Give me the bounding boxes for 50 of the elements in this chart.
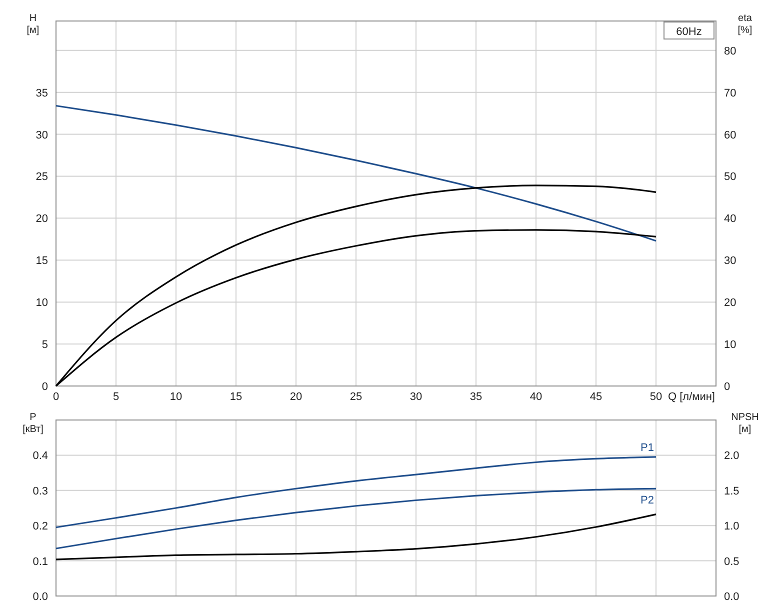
- y-tick-label: 30: [36, 129, 48, 142]
- x-tick-label: 0: [52, 391, 60, 403]
- series-label: P2: [640, 494, 654, 507]
- y2-tick-label: 80: [724, 45, 736, 58]
- y-tick-label: 0.1: [32, 556, 48, 568]
- y-tick-label: 0.4: [32, 450, 48, 462]
- y2-axis-title: NPSH [м]: [731, 412, 759, 435]
- x-tick-label: 30: [410, 391, 422, 403]
- y-axis-title: H [м]: [26, 13, 40, 36]
- y-axis-title: P [кВт]: [22, 412, 44, 435]
- line-series: [55, 488, 657, 550]
- y-tick-label: 0: [42, 381, 48, 393]
- line-series: [55, 104, 657, 242]
- y-tick-label: 0.2: [32, 520, 48, 533]
- y2-tick-label: 70: [724, 87, 736, 100]
- x-axis-title: Q [л/мин]: [668, 391, 715, 403]
- x-tick-label: 5: [112, 391, 120, 403]
- series-label: P1: [640, 442, 654, 454]
- y-tick-label: 0.0: [32, 591, 48, 603]
- y2-tick-label: 0.0: [724, 591, 740, 603]
- y2-tick-label: 30: [724, 255, 736, 268]
- y2-tick-label: 40: [724, 213, 736, 226]
- x-tick-label: 35: [470, 391, 482, 403]
- x-tick-label: 10: [170, 391, 182, 403]
- x-tick-label: 25: [350, 391, 362, 403]
- x-tick-label: 40: [530, 391, 542, 403]
- x-tick-label: 20: [290, 391, 302, 403]
- x-tick-label: 45: [590, 391, 602, 403]
- y-tick-label: 25: [36, 171, 48, 184]
- y2-axis-title: eta [%]: [738, 13, 752, 36]
- y2-tick-label: 0.5: [724, 556, 740, 568]
- y2-tick-label: 2.0: [724, 450, 740, 462]
- y2-tick-label: 10: [724, 339, 736, 352]
- y-tick-label: 0.3: [32, 485, 48, 498]
- y-tick-label: 20: [36, 213, 48, 226]
- y-tick-label: 15: [36, 255, 48, 268]
- y-tick-label: 10: [36, 297, 48, 310]
- y2-tick-label: 0: [724, 381, 730, 393]
- line-series: [55, 514, 657, 560]
- line-series: [55, 456, 657, 528]
- x-tick-label: 50: [650, 391, 662, 403]
- annotation: 60Hz: [676, 26, 702, 38]
- y2-tick-label: 20: [724, 297, 736, 310]
- y2-tick-label: 1.0: [724, 520, 740, 533]
- y2-tick-label: 50: [724, 171, 736, 184]
- x-tick-label: 15: [230, 391, 242, 403]
- y2-tick-label: 60: [724, 129, 736, 142]
- y-tick-label: 35: [36, 87, 48, 100]
- y-tick-label: 5: [42, 339, 48, 352]
- y2-tick-label: 1.5: [724, 485, 740, 498]
